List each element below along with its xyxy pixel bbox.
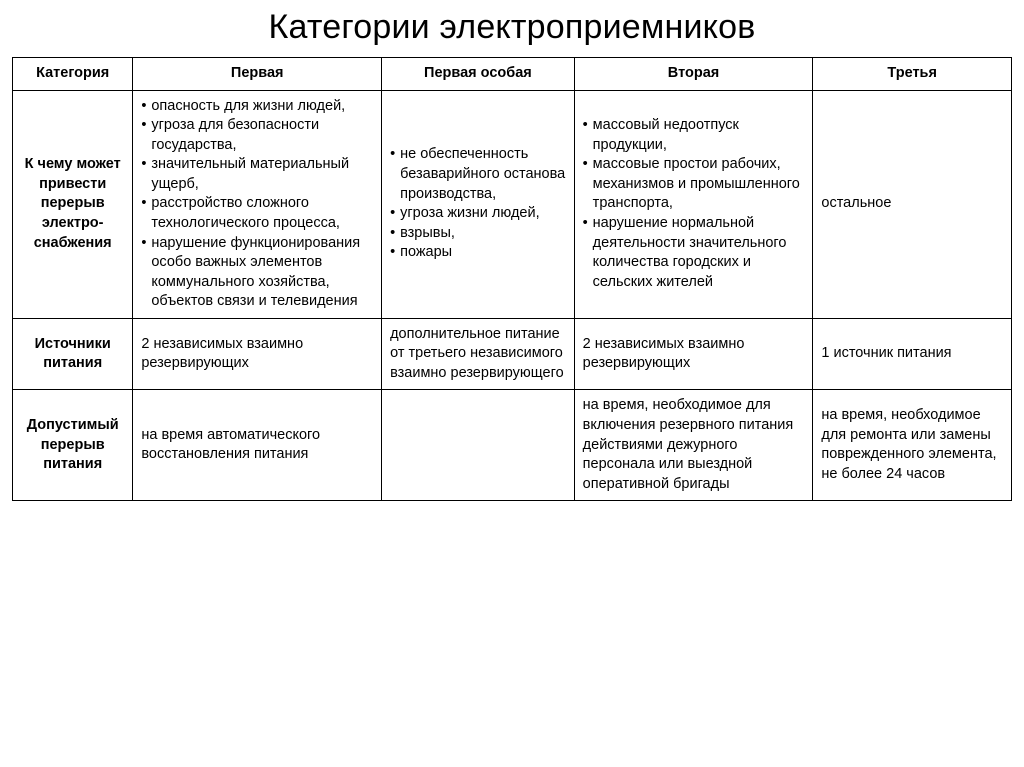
document-page: Категории электроприемников Категория Пе… xyxy=(0,0,1024,501)
table-row: Источники питания2 независимых взаимно р… xyxy=(13,318,1012,390)
bullet-item: массовый недоотпуск продукции, xyxy=(583,116,805,155)
table-cell: 2 независимых взаимно резервирующих xyxy=(133,318,382,390)
table-row: Допустимый перерыв питанияна время автом… xyxy=(13,390,1012,501)
bullet-item: угроза жизни людей, xyxy=(390,204,566,224)
bullet-list: опасность для жизни людей,угроза для без… xyxy=(141,97,373,312)
table-cell: дополнительное питание от третьего незав… xyxy=(382,318,575,390)
bullet-item: нарушение нормальной деятельности значит… xyxy=(583,214,805,292)
row-label: Допустимый перерыв питания xyxy=(13,390,133,501)
table-cell xyxy=(382,390,575,501)
table-body: К чему может привести перерыв электро-сн… xyxy=(13,90,1012,501)
row-label: Источники питания xyxy=(13,318,133,390)
table-cell: массовый недоотпуск продукции,массовые п… xyxy=(574,90,813,318)
table-cell: на время, необходимое для включения резе… xyxy=(574,390,813,501)
bullet-item: не обеспеченность безаварийного останова… xyxy=(390,145,566,204)
table-cell: 2 независимых взаимно резервирующих xyxy=(574,318,813,390)
categories-table: Категория Первая Первая особая Вторая Тр… xyxy=(12,57,1012,501)
bullet-item: пожары xyxy=(390,243,566,263)
table-cell: на время, необходимое для ремонта или за… xyxy=(813,390,1012,501)
bullet-item: взрывы, xyxy=(390,224,566,244)
bullet-item: массовые простои рабочих, механизмов и п… xyxy=(583,155,805,214)
table-cell: 1 источник питания xyxy=(813,318,1012,390)
col-header: Первая особая xyxy=(382,58,575,91)
table-cell: не обеспеченность безаварийного останова… xyxy=(382,90,575,318)
table-cell: остальное xyxy=(813,90,1012,318)
table-cell: на время автоматического восстановления … xyxy=(133,390,382,501)
table-header-row: Категория Первая Первая особая Вторая Тр… xyxy=(13,58,1012,91)
bullet-item: угроза для безопасности государства, xyxy=(141,116,373,155)
col-header: Первая xyxy=(133,58,382,91)
bullet-item: опасность для жизни людей, xyxy=(141,97,373,117)
row-label: К чему может привести перерыв электро-сн… xyxy=(13,90,133,318)
col-header: Вторая xyxy=(574,58,813,91)
bullet-list: не обеспеченность безаварийного останова… xyxy=(390,145,566,262)
table-row: К чему может привести перерыв электро-сн… xyxy=(13,90,1012,318)
table-cell: опасность для жизни людей,угроза для без… xyxy=(133,90,382,318)
bullet-item: нарушение функционирования особо важных … xyxy=(141,234,373,312)
bullet-item: значительный материальный ущерб, xyxy=(141,155,373,194)
bullet-item: расстройство сложного технологического п… xyxy=(141,194,373,233)
page-title: Категории электроприемников xyxy=(12,8,1012,47)
col-header: Категория xyxy=(13,58,133,91)
col-header: Третья xyxy=(813,58,1012,91)
bullet-list: массовый недоотпуск продукции,массовые п… xyxy=(583,116,805,292)
